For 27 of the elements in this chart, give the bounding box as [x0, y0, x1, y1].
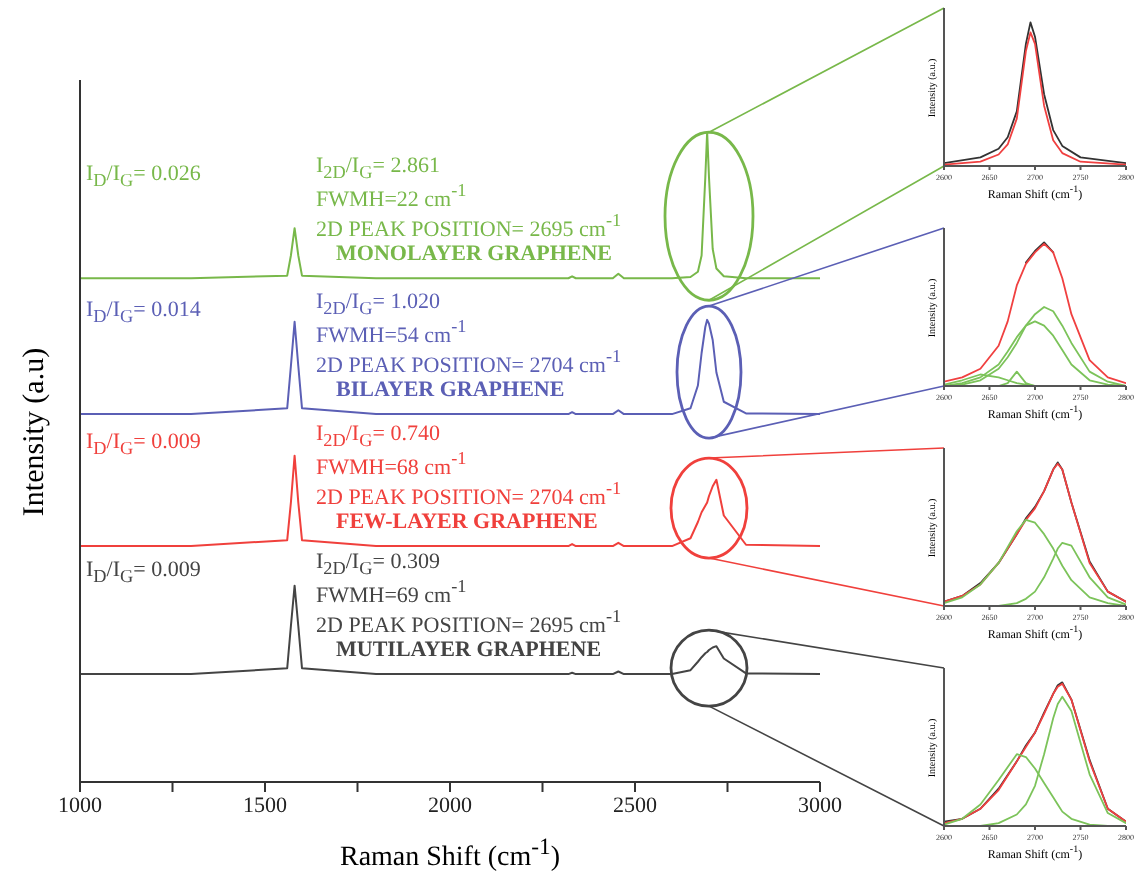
annotation: FEW-LAYER GRAPHENE — [336, 510, 598, 535]
x-tick-label: 3000 — [798, 793, 843, 818]
annotation: 2D PEAK POSITION= 2695 cm$^{-1}$ — [316, 209, 622, 242]
x-axis-title: Raman Shift (cm$^{-1}$) — [339, 834, 561, 876]
annotation: MONOLAYER GRAPHENE — [336, 242, 613, 267]
x-tick-label: 1000 — [58, 793, 103, 818]
x-tick-label: 2500 — [613, 793, 658, 818]
annotation: MUTILAYER GRAPHENE — [336, 638, 602, 663]
annotation: I$_{2D}$/I$_{G}$= 0.309 — [316, 549, 440, 579]
annotation: I$_{2D}$/I$_{G}$= 1.020 — [316, 289, 440, 319]
annotation: BILAYER GRAPHENE — [336, 378, 565, 403]
annotation: I$_{D}$/I$_{G}$= 0.009 — [86, 557, 201, 587]
annotation: 2D PEAK POSITION= 2695 cm$^{-1}$ — [316, 605, 622, 637]
annotation: I$_{D}$/I$_{G}$= 0.026 — [86, 162, 201, 191]
annotation: I$_{2D}$/I$_{G}$= 0.740 — [316, 421, 440, 451]
annotation: FWMH=54 cm$^{-1}$ — [316, 317, 467, 349]
y-axis-title: Intensity (a.u) — [19, 346, 53, 516]
annotation: FWMH=69 cm$^{-1}$ — [316, 577, 467, 609]
annotation: 2D PEAK POSITION= 2704 cm$^{-1}$ — [316, 477, 622, 509]
annotation: 2D PEAK POSITION= 2704 cm$^{-1}$ — [316, 345, 622, 377]
x-tick-label: 2000 — [428, 793, 473, 818]
x-tick-label: 1500 — [243, 793, 288, 818]
annotation: FWMH=22 cm$^{-1}$ — [316, 181, 467, 213]
annotation: I$_{D}$/I$_{G}$= 0.014 — [86, 297, 201, 327]
annotation: FWMH=68 cm$^{-1}$ — [316, 448, 467, 481]
annotation: I$_{2D}$/I$_{G}$= 2.861 — [316, 154, 440, 183]
annotation: I$_{D}$/I$_{G}$= 0.009 — [86, 429, 201, 459]
